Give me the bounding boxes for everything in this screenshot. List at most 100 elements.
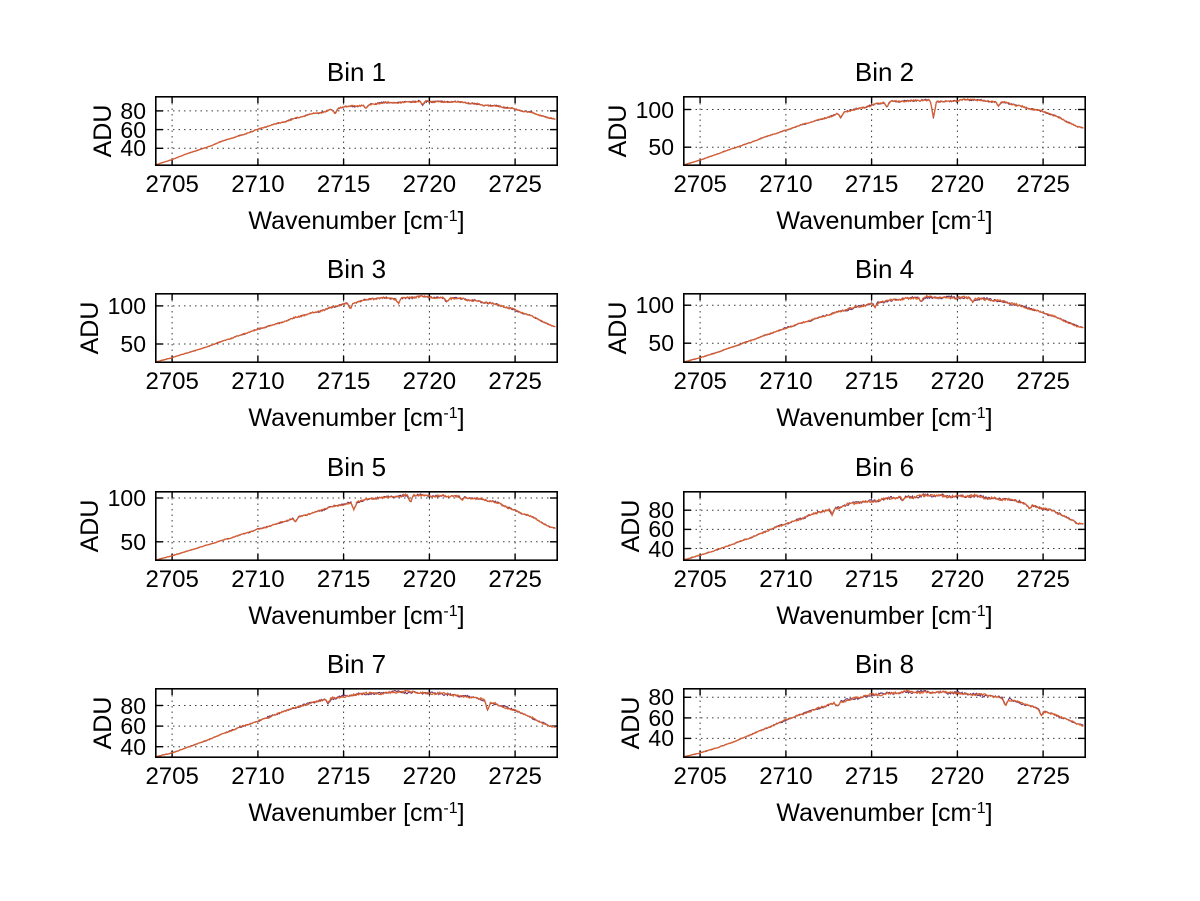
plot-area	[154, 96, 558, 167]
trace-under	[154, 493, 556, 561]
subplot-title: Bin 2	[854, 57, 915, 87]
subplot-title: Bin 3	[326, 254, 387, 284]
x-axis-label-superscript: -1	[971, 603, 986, 620]
trace-main	[154, 99, 556, 166]
subplot-title: Bin 1	[326, 57, 387, 87]
x-tick-label: 2715	[844, 171, 899, 198]
y-tick-label: 40	[648, 725, 674, 752]
y-tick-label: 40	[120, 135, 146, 162]
x-tick-label: 2710	[759, 763, 813, 790]
x-tick-label: 2705	[673, 171, 727, 198]
y-tick-label: 60	[648, 704, 674, 731]
y-tick-label: 60	[120, 116, 146, 143]
x-tick-label: 2720	[402, 763, 457, 790]
x-tick-label: 2715	[844, 566, 899, 593]
trace-under	[682, 689, 1084, 758]
trace-main	[682, 689, 1084, 758]
subplot-title: Bin 7	[326, 649, 387, 679]
y-tick-label: 80	[648, 684, 674, 711]
y-tick-label: 40	[648, 535, 674, 562]
x-axis-label-bracket: ]	[457, 404, 465, 432]
x-tick-label: 2725	[488, 368, 542, 395]
axes-frame	[155, 688, 558, 759]
x-tick-label: 2705	[145, 566, 199, 593]
axes-frame	[155, 293, 558, 364]
y-tick-label: 80	[648, 497, 674, 524]
x-tick-label: 2715	[316, 368, 371, 395]
x-axis-label: Wavenumber [cm-1]	[683, 399, 1086, 433]
x-axis-label-superscript: -1	[443, 208, 458, 225]
axes-frame	[155, 96, 558, 167]
x-axis-label-text: Wavenumber [cm	[248, 207, 444, 235]
x-axis-label-text: Wavenumber [cm	[248, 602, 444, 630]
x-tick-label: 2710	[231, 763, 285, 790]
trace-main	[682, 294, 1084, 364]
y-tick-label: 100	[107, 292, 146, 319]
plot-area	[154, 688, 558, 759]
x-axis-label: Wavenumber [cm-1]	[683, 202, 1086, 236]
x-tick-label: 2725	[488, 763, 542, 790]
x-tick-label: 2705	[673, 763, 727, 790]
y-axis-label: ADU	[76, 499, 104, 553]
plot-area	[154, 491, 558, 562]
plot-area	[154, 293, 558, 364]
x-tick-label: 2705	[145, 368, 199, 395]
plot-area	[682, 491, 1086, 562]
x-axis-label: Wavenumber [cm-1]	[155, 399, 558, 433]
x-axis-label-bracket: ]	[985, 602, 993, 630]
y-tick-label: 40	[120, 733, 146, 760]
x-tick-label: 2720	[402, 368, 457, 395]
axes-frame	[683, 293, 1086, 364]
x-tick-label: 2710	[231, 171, 285, 198]
x-axis-label-bracket: ]	[985, 404, 993, 432]
x-tick-label: 2705	[673, 368, 727, 395]
axes-frame	[683, 96, 1086, 167]
trace-main	[154, 493, 556, 561]
plot-area	[682, 293, 1086, 364]
y-tick-label: 50	[120, 528, 146, 555]
x-axis-label-text: Wavenumber [cm	[776, 602, 972, 630]
y-axis-label: ADU	[76, 301, 104, 355]
x-tick-label: 2720	[930, 171, 985, 198]
y-tick-label: 50	[648, 134, 674, 161]
axes-frame	[155, 491, 558, 562]
trace-under	[682, 98, 1084, 166]
x-axis-label-text: Wavenumber [cm	[776, 404, 972, 432]
x-axis-label-superscript: -1	[443, 405, 458, 422]
x-tick-label: 2725	[488, 566, 542, 593]
x-axis-label-text: Wavenumber [cm	[248, 404, 444, 432]
trace-main	[682, 97, 1084, 166]
x-tick-label: 2710	[759, 566, 813, 593]
x-axis-label: Wavenumber [cm-1]	[155, 597, 558, 631]
y-tick-label: 100	[635, 292, 674, 319]
axes-frame	[683, 688, 1086, 759]
x-tick-label: 2720	[930, 763, 985, 790]
x-tick-label: 2715	[844, 763, 899, 790]
trace-main	[682, 493, 1084, 561]
x-axis-label-bracket: ]	[457, 602, 465, 630]
y-tick-label: 80	[120, 692, 146, 719]
x-tick-label: 2705	[673, 566, 727, 593]
x-tick-label: 2725	[1016, 763, 1070, 790]
subplot-title: Bin 8	[854, 649, 915, 679]
x-tick-label: 2715	[844, 368, 899, 395]
plot-area	[682, 688, 1086, 759]
x-tick-label: 2710	[231, 368, 285, 395]
x-axis-label-bracket: ]	[985, 207, 993, 235]
subplot-title: Bin 4	[854, 254, 915, 284]
y-tick-label: 50	[120, 330, 146, 357]
trace-under	[154, 99, 556, 166]
x-tick-label: 2705	[145, 763, 199, 790]
x-axis-label-bracket: ]	[457, 207, 465, 235]
y-tick-label: 100	[635, 96, 674, 123]
x-tick-label: 2725	[1016, 566, 1070, 593]
y-tick-label: 80	[120, 97, 146, 124]
x-tick-label: 2705	[145, 171, 199, 198]
plot-area	[682, 96, 1086, 167]
y-tick-label: 50	[648, 330, 674, 357]
x-tick-label: 2715	[316, 171, 371, 198]
x-axis-label-superscript: -1	[971, 208, 986, 225]
x-tick-label: 2710	[759, 368, 813, 395]
x-axis-label: Wavenumber [cm-1]	[683, 794, 1086, 828]
